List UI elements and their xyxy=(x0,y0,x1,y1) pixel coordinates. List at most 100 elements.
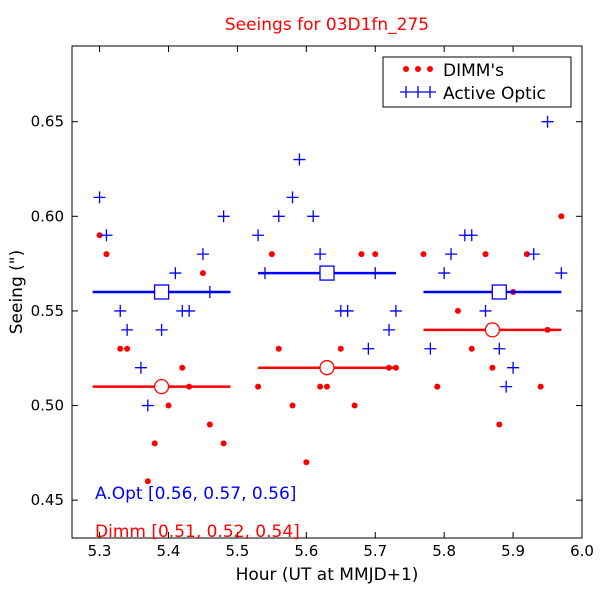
legend-active-optic-marker xyxy=(400,86,436,98)
dimm-point xyxy=(124,345,131,352)
x-tick-label: 6.0 xyxy=(570,542,594,560)
dimm-point xyxy=(337,345,344,352)
active-optic-point xyxy=(121,323,134,336)
active-optic-point xyxy=(541,115,554,128)
dimm-point xyxy=(144,478,151,485)
dimm-point xyxy=(117,345,124,352)
x-tick-label: 5.6 xyxy=(294,542,318,560)
dimm-point xyxy=(420,251,427,258)
dimm-point xyxy=(199,270,206,277)
x-tick-label: 5.3 xyxy=(88,542,112,560)
legend-dimm-dot xyxy=(403,66,409,72)
dimm-point xyxy=(324,383,330,390)
dimm-point xyxy=(289,402,296,409)
legend-label-active-optic: Active Optic xyxy=(443,84,546,104)
active-optic-point xyxy=(493,342,506,355)
dimm-point xyxy=(206,421,213,428)
dimm-point xyxy=(537,383,544,390)
y-tick-label: 0.50 xyxy=(31,397,64,415)
dimm-point xyxy=(496,421,503,428)
active-optic-point xyxy=(307,210,320,223)
dimm-mean-marker xyxy=(484,322,501,338)
legend: DIMM's Active Optic xyxy=(382,56,572,108)
active-optic-point xyxy=(169,267,182,280)
legend-dimm-marker xyxy=(403,66,433,72)
active-optic-point xyxy=(500,380,513,393)
active-optic-point xyxy=(527,248,540,261)
y-tick-label: 0.55 xyxy=(31,302,64,320)
dimm-point xyxy=(468,345,475,352)
x-tick-label: 5.5 xyxy=(225,542,249,560)
legend-box xyxy=(382,56,572,108)
x-axis-label: Hour (UT at MMJD+1) xyxy=(236,565,419,585)
legend-dimm-dot xyxy=(427,66,433,72)
dimm-point xyxy=(434,383,441,390)
active-optic-point xyxy=(252,229,265,242)
dimm-point xyxy=(255,383,262,390)
active-optic-point xyxy=(465,229,478,242)
active-optic-mean-marker xyxy=(491,284,507,300)
active-optic-point xyxy=(424,342,437,355)
dimm-point xyxy=(558,213,565,220)
y-tick-label: 0.65 xyxy=(31,113,64,131)
active-optic-point xyxy=(445,248,458,261)
active-optic-point xyxy=(93,191,106,204)
x-tick-label: 5.8 xyxy=(432,542,456,560)
legend-active-optic-plus xyxy=(424,86,436,98)
active-optic-point xyxy=(141,399,154,412)
annotation-active-optic: A.Opt [0.56, 0.57, 0.56] xyxy=(95,484,296,504)
dimm-point xyxy=(303,459,310,466)
annotation-dimm: Dimm [0.51, 0.52, 0.54] xyxy=(95,522,300,542)
x-tick-label: 5.4 xyxy=(157,542,181,560)
dimm-point xyxy=(275,345,282,352)
y-tick-label: 0.60 xyxy=(31,207,64,225)
active-optic-point xyxy=(438,267,451,280)
dimm-point xyxy=(454,307,461,314)
plot-frame xyxy=(71,45,583,539)
active-optic-point xyxy=(272,210,285,223)
dimm-point xyxy=(179,364,186,371)
active-optic-point xyxy=(555,267,568,280)
x-tick-label: 5.9 xyxy=(501,542,525,560)
dimm-point xyxy=(96,232,103,239)
active-optic-point xyxy=(362,342,375,355)
dimm-point xyxy=(523,251,530,258)
dimm-mean-marker xyxy=(319,360,335,376)
active-optic-point xyxy=(479,304,492,317)
dimm-point xyxy=(482,251,489,258)
chart-title: Seeings for 03D1fn_275 xyxy=(225,15,429,35)
legend-dimm-dot xyxy=(415,66,421,72)
active-optic-point xyxy=(196,248,209,261)
active-optic-point xyxy=(293,153,306,166)
active-optic-point xyxy=(100,229,113,242)
active-optic-point xyxy=(341,304,354,317)
legend-active-optic-plus xyxy=(412,86,424,98)
legend-active-optic-plus xyxy=(400,86,412,98)
active-optic-point xyxy=(507,361,520,374)
dimm-point xyxy=(489,364,496,371)
active-optic-point xyxy=(314,248,327,261)
active-optic-point xyxy=(383,323,396,336)
x-tick-label: 5.7 xyxy=(363,542,387,560)
dimm-point xyxy=(351,402,358,409)
active-optic-point xyxy=(114,304,127,317)
legend-label-dimm: DIMM's xyxy=(443,61,504,81)
active-optic-mean-marker xyxy=(153,284,170,300)
active-optic-point xyxy=(134,361,147,374)
dimm-point xyxy=(103,251,110,258)
dimm-point xyxy=(317,383,324,390)
dimm-point xyxy=(268,251,275,258)
dimm-point xyxy=(358,251,365,258)
active-optic-point xyxy=(155,323,168,336)
active-optic-mean-marker xyxy=(319,265,335,281)
dimm-mean-marker xyxy=(153,378,170,395)
dimm-point xyxy=(151,440,158,447)
y-tick-label: 0.45 xyxy=(31,491,64,509)
active-optic-point xyxy=(183,304,196,317)
dimm-point xyxy=(372,251,379,258)
active-optic-point xyxy=(389,304,402,317)
dimm-point xyxy=(165,402,172,409)
active-optic-point xyxy=(217,210,230,223)
active-optic-point xyxy=(286,191,299,204)
